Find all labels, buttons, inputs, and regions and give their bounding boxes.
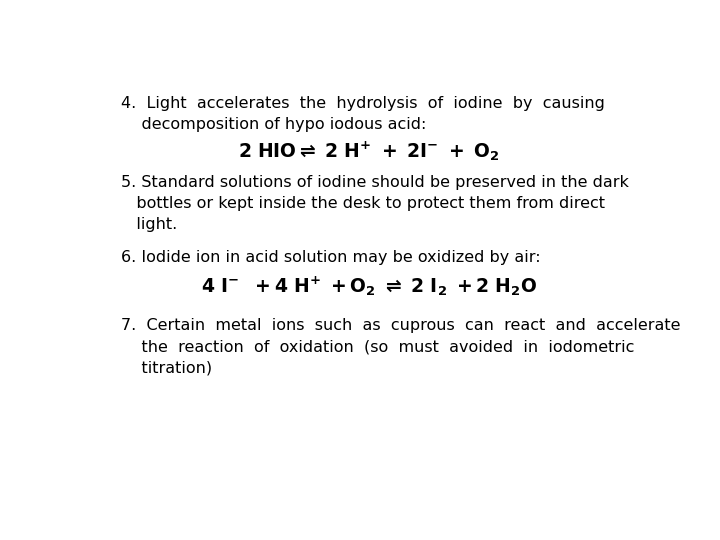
Text: 5. Standard solutions of iodine should be preserved in the dark: 5. Standard solutions of iodine should b… — [121, 175, 629, 190]
Text: 4.  Light  accelerates  the  hydrolysis  of  iodine  by  causing: 4. Light accelerates the hydrolysis of i… — [121, 96, 605, 111]
Text: the  reaction  of  oxidation  (so  must  avoided  in  iodometric: the reaction of oxidation (so must avoid… — [121, 339, 634, 354]
Text: 6. Iodide ion in acid solution may be oxidized by air:: 6. Iodide ion in acid solution may be ox… — [121, 250, 540, 265]
Text: decomposition of hypo iodous acid:: decomposition of hypo iodous acid: — [121, 117, 426, 132]
Text: light.: light. — [121, 217, 177, 232]
Text: 7.  Certain  metal  ions  such  as  cuprous  can  react  and  accelerate: 7. Certain metal ions such as cuprous ca… — [121, 319, 680, 333]
Text: $\mathbf{4\ I^{-}\ \ +4\ H^{+}\ +O_{2}\ \rightleftharpoons \ 2\ I_{2}\ +2\ H_{2}: $\mathbf{4\ I^{-}\ \ +4\ H^{+}\ +O_{2}\ … — [201, 275, 537, 298]
Text: bottles or kept inside the desk to protect them from direct: bottles or kept inside the desk to prote… — [121, 196, 605, 211]
Text: titration): titration) — [121, 360, 212, 375]
Text: $\mathbf{2\ HIO \rightleftharpoons \ 2\ H^{+}\ +\ 2I^{-}\ +\ O_{2}}$: $\mathbf{2\ HIO \rightleftharpoons \ 2\ … — [238, 140, 500, 163]
